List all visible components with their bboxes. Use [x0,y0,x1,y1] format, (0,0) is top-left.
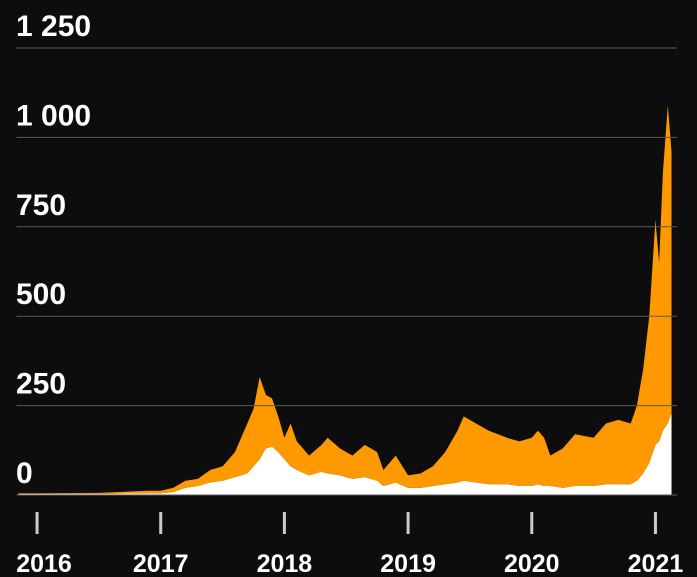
y-tick-label: 750 [16,189,66,222]
x-tick-label: 2017 [133,550,189,577]
x-tick-label: 2021 [628,550,684,577]
y-tick-label: 1 250 [16,10,91,43]
x-tick-label: 2016 [16,550,72,577]
y-tick-label: 1 000 [16,99,91,132]
y-tick-label: 500 [16,278,66,311]
x-tick-label: 2019 [380,550,436,577]
area [18,105,672,494]
x-tick-label: 2018 [257,550,313,577]
area [18,412,672,495]
x-tick-label: 2020 [504,550,560,577]
y-tick-label: 0 [16,457,33,490]
y-tick-label: 250 [16,368,66,401]
